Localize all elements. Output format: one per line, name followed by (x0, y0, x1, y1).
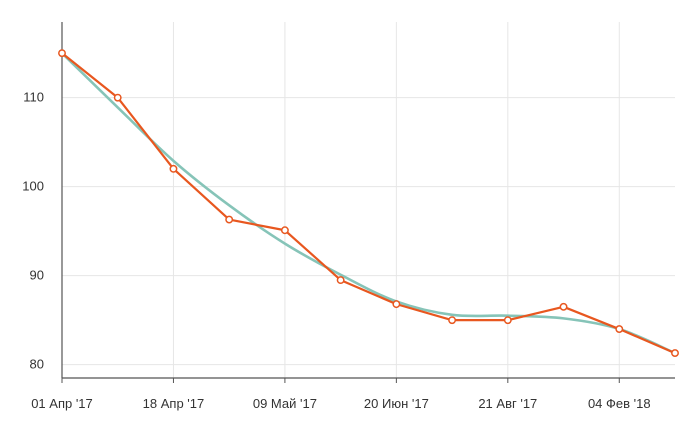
y-tick-label: 90 (30, 268, 44, 283)
x-tick-label: 04 Фев '18 (588, 396, 651, 411)
x-tick-label: 21 Авг '17 (478, 396, 537, 411)
y-tick-label: 100 (22, 179, 44, 194)
series-layer (58, 49, 679, 358)
data-point (225, 215, 234, 224)
x-tick-label: 18 Апр '17 (143, 396, 205, 411)
data-point (280, 226, 289, 235)
data-point (559, 302, 568, 311)
data-point (615, 325, 624, 333)
data-point (58, 49, 66, 58)
tick-labels: 80 90 100 110 01 Апр '17 18 Апр '17 09 Май '17… (22, 90, 650, 411)
data-point (392, 300, 401, 309)
data-point (671, 349, 679, 358)
data-point (169, 164, 178, 173)
axes (61, 22, 675, 383)
data-point (448, 316, 457, 325)
grid-lines (62, 22, 675, 378)
y-tick-label: 80 (30, 357, 44, 372)
x-tick-label: 01 Апр '17 (31, 396, 93, 411)
data-point (503, 316, 512, 325)
x-tick-label: 20 Июн '17 (364, 396, 429, 411)
data-point (113, 93, 122, 102)
data-series-line (60, 52, 677, 355)
trend-series-line (60, 51, 677, 355)
data-point (336, 276, 345, 285)
x-tick-label: 09 Май '17 (253, 396, 317, 411)
y-tick-label: 110 (23, 90, 44, 105)
